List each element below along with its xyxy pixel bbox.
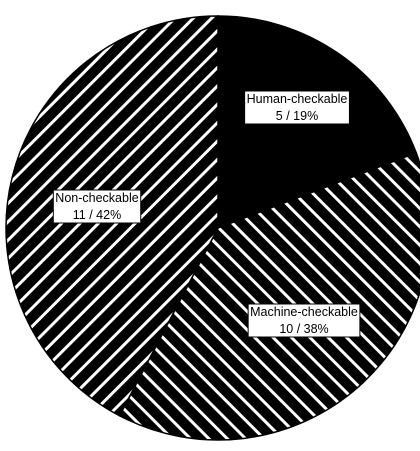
label-box (244, 90, 350, 125)
slice-label-human-checkable: Human-checkable 5 / 19% (244, 90, 350, 125)
slice-label-machine-checkable: Machine-checkable 10 / 38% (247, 303, 361, 338)
slice-value-label: 11 / 42% (73, 208, 121, 222)
label-box (52, 189, 142, 224)
slice-label-non-checkable: Non-checkable 11 / 42% (52, 189, 142, 224)
slice-category-label: Human-checkable (247, 92, 348, 106)
pie-slice-machine-checkable (118, 151, 420, 441)
slice-value-label: 5 / 19% (276, 109, 318, 123)
slice-category-label: Non-checkable (55, 191, 138, 205)
slice-category-label: Machine-checkable (250, 305, 358, 319)
slice-value-label: 10 / 38% (279, 322, 328, 336)
label-box (247, 303, 361, 338)
